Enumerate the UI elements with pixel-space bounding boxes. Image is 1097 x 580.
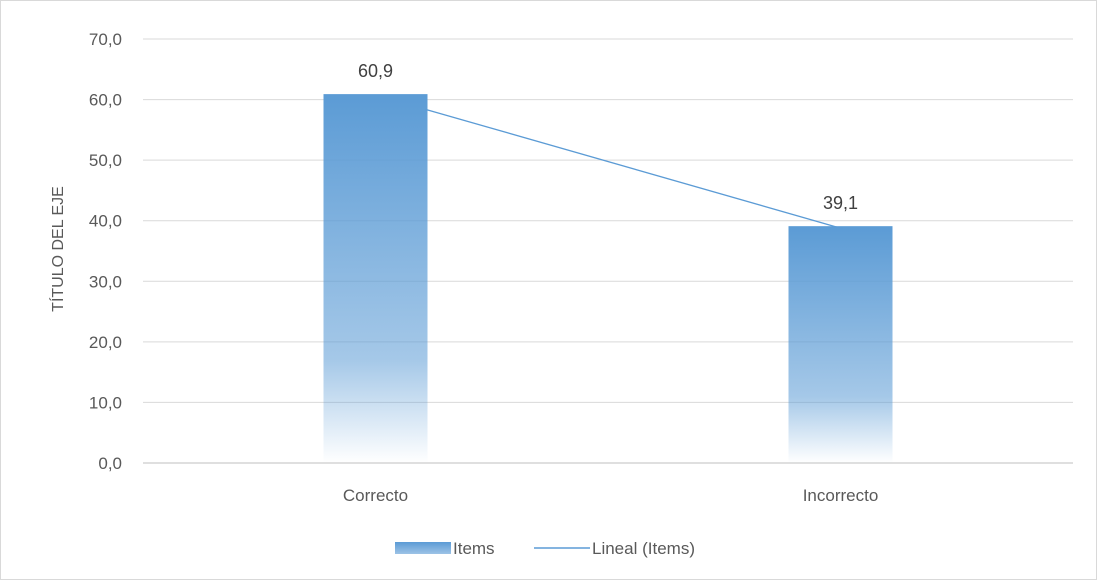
legend: Items Lineal (Items) bbox=[395, 539, 695, 558]
y-tick-label: 70,0 bbox=[89, 30, 122, 49]
legend-items-swatch bbox=[395, 542, 451, 554]
legend-items-label: Items bbox=[453, 539, 495, 558]
data-labels: 60,9 39,1 bbox=[358, 61, 858, 213]
bar-incorrecto bbox=[788, 226, 893, 463]
x-axis-ticks: Correcto Incorrecto bbox=[343, 486, 878, 505]
data-label: 39,1 bbox=[823, 193, 858, 213]
gridlines bbox=[143, 38, 1073, 464]
y-tick-label: 50,0 bbox=[89, 151, 122, 170]
data-label: 60,9 bbox=[358, 61, 393, 81]
trendline bbox=[425, 108, 843, 230]
legend-trendline-label: Lineal (Items) bbox=[592, 539, 695, 558]
y-axis-title: TÍTULO DEL EJE bbox=[48, 186, 67, 312]
y-tick-label: 20,0 bbox=[89, 333, 122, 352]
y-tick-label: 40,0 bbox=[89, 212, 122, 231]
bar-correcto bbox=[323, 94, 428, 464]
y-tick-label: 0,0 bbox=[98, 454, 122, 473]
bars bbox=[323, 94, 893, 464]
x-tick-label: Correcto bbox=[343, 486, 408, 505]
x-tick-label: Incorrecto bbox=[803, 486, 879, 505]
y-tick-label: 10,0 bbox=[89, 393, 122, 412]
y-axis-ticks: 0,0 10,0 20,0 30,0 40,0 50,0 60,0 70,0 bbox=[89, 30, 122, 473]
y-tick-label: 30,0 bbox=[89, 272, 122, 291]
y-tick-label: 60,0 bbox=[89, 91, 122, 110]
trendline-line bbox=[425, 108, 843, 230]
